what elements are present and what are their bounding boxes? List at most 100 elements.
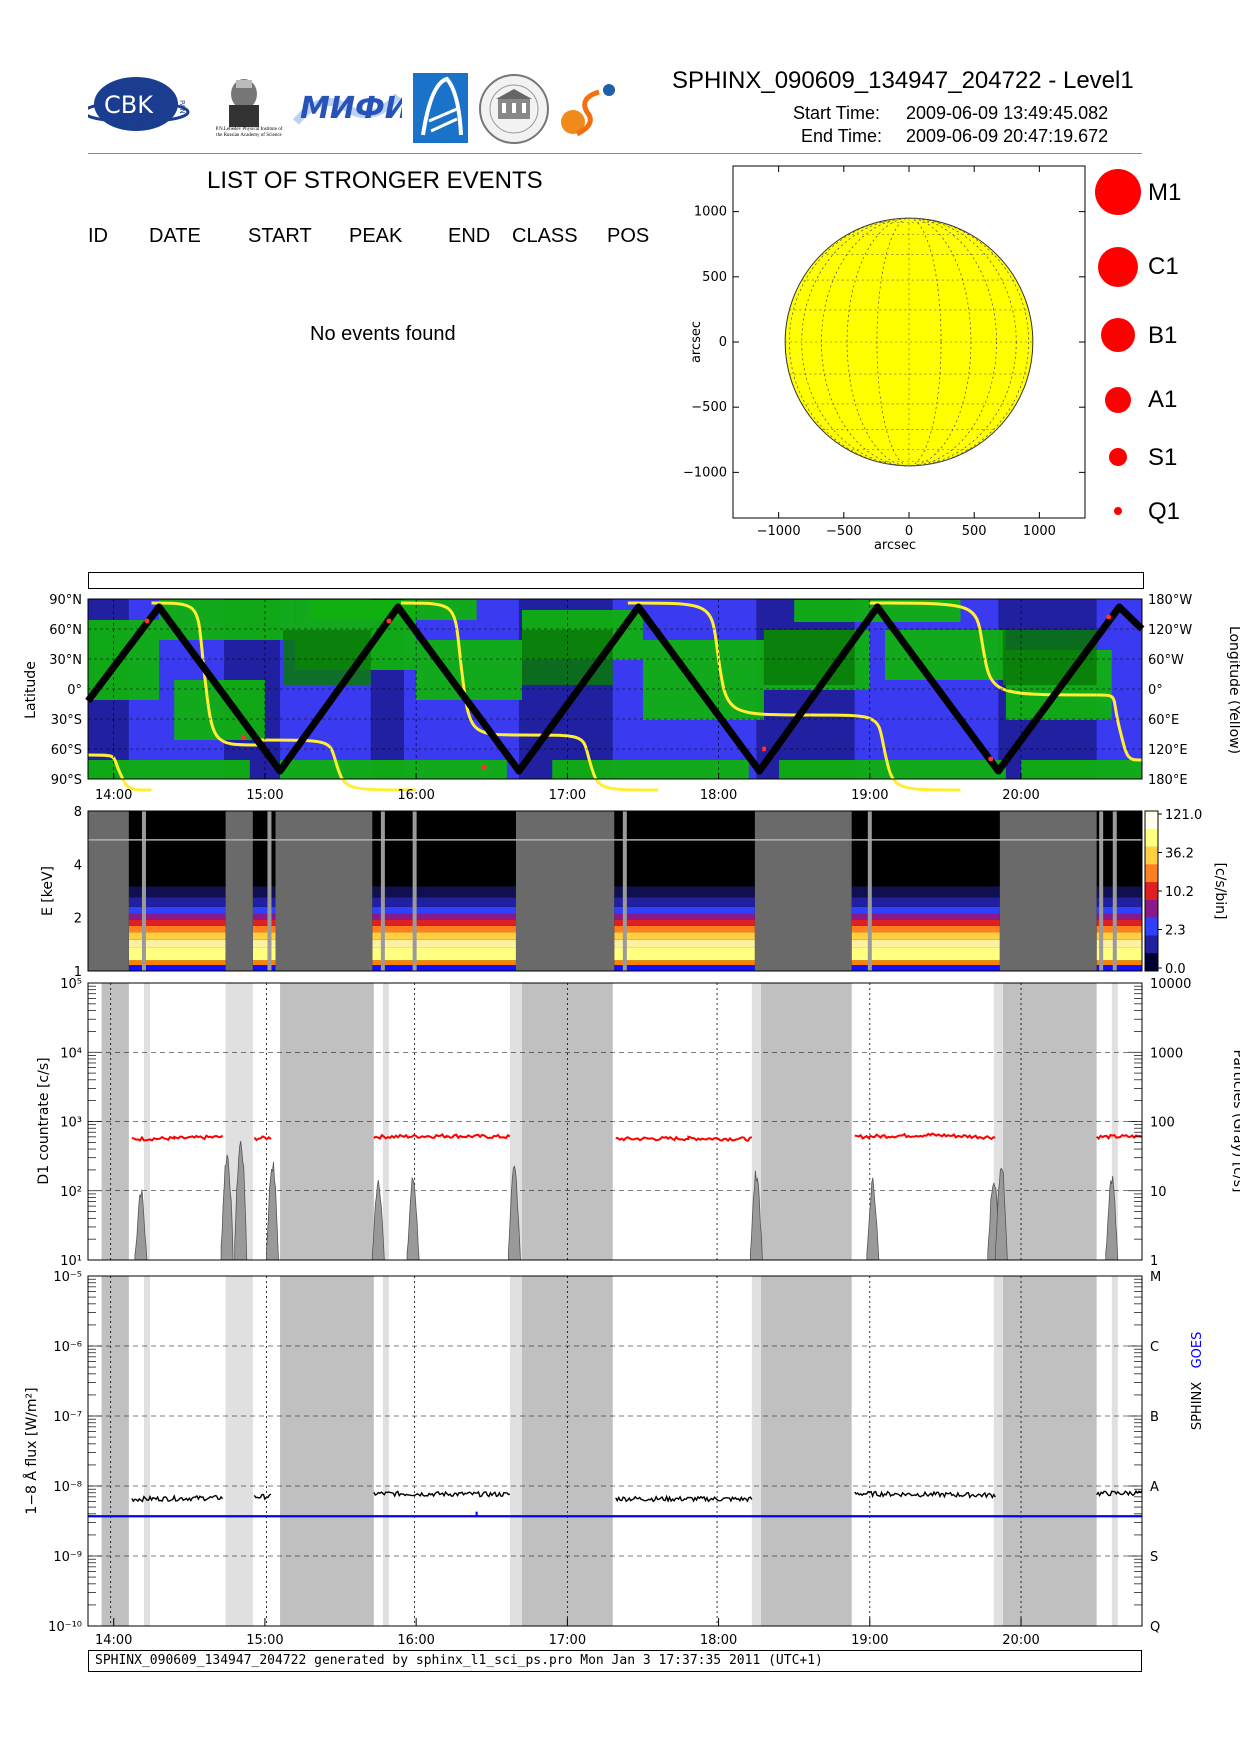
orbit-ytick-right-label: 60°E (1148, 713, 1179, 728)
footer-box: SPHINX_090609_134947_204722 generated by… (88, 1650, 1142, 1672)
flux-ytick-label: 10⁻¹⁰ (48, 1620, 82, 1635)
spectrogram-gap-line (267, 811, 272, 971)
colorbar-tick-label: 36.2 (1165, 847, 1194, 862)
flux-ytick-label: 10⁻⁵ (53, 1270, 82, 1285)
spectrogram-energy-band (851, 939, 1000, 948)
countrate-series (373, 1133, 511, 1140)
colorbar-segment (1145, 811, 1158, 830)
spectrogram-energy-band (372, 960, 516, 966)
spectrogram-energy-band (128, 965, 226, 971)
radiation-belt-dark (283, 630, 371, 685)
spectrogram-energy-band (1096, 919, 1142, 926)
flux-class-label: Q (1150, 1620, 1160, 1635)
spectrogram-energy-band (851, 932, 1000, 940)
spectrogram-energy-band (372, 897, 516, 907)
colorbar-segment (1145, 828, 1158, 848)
cbk-logo: CBK PAN (82, 72, 206, 132)
flux-xtick-label: 15:00 (246, 1633, 283, 1648)
sphinx-flux-series (854, 1490, 996, 1500)
spectrogram-energy-band (1096, 906, 1142, 914)
disk-longitude-line (876, 217, 942, 467)
spectrogram-energy-band (372, 925, 516, 933)
flux-class-label: A (1150, 1480, 1159, 1495)
orbit-xtick-label: 17:00 (549, 788, 586, 803)
legend-dot-a1 (1105, 387, 1131, 413)
particle-spike (1105, 1175, 1119, 1261)
countrate-ytick-label: 10¹ (60, 1254, 82, 1269)
spectrogram-frame (87, 810, 1143, 972)
colorbar-tick-label: 10.2 (1165, 885, 1194, 900)
spectrogram-energy-band (128, 939, 226, 948)
colorbar-tick-label: 2.3 (1165, 924, 1186, 939)
spectrogram-energy-band (614, 965, 755, 971)
colorbar-tick-label: 121.0 (1165, 808, 1202, 823)
orbit-ytick-label: 90°S (51, 773, 82, 788)
orbit-event-marker (386, 618, 392, 624)
spectrogram-energy-band (128, 897, 226, 907)
spectrogram-gap-line (867, 811, 872, 971)
spectrogram-energy-band (128, 960, 226, 966)
cbk-sub: PAN (178, 100, 186, 114)
countrate-ytick-label: 10⁵ (60, 977, 82, 992)
flux-xtick-label: 19:00 (851, 1633, 888, 1648)
spectrogram-energy-band (614, 897, 755, 907)
saa-shading (382, 1276, 389, 1626)
cbk-text: CBK (104, 91, 154, 119)
spectrogram-energy-band (372, 919, 516, 926)
spectrogram-energy-band (614, 886, 755, 898)
particle-spike (371, 1180, 385, 1261)
spectrogram-gap-line (141, 811, 146, 971)
disk-xtick-label: 0 (905, 524, 913, 539)
spectrogram-energy-band (851, 913, 1000, 920)
col-start: START (248, 225, 312, 247)
spectrogram-data-gap (515, 811, 615, 971)
colorbar-label: [c/s/bin] (1212, 863, 1228, 920)
spectrogram-ytick-label: 4 (74, 858, 82, 873)
disk-longitude-line (821, 217, 997, 467)
spectrogram-energy-band (372, 932, 516, 940)
disk-xlabel: arcsec (874, 538, 916, 553)
end-time-value: 2009-06-09 20:47:19.672 (906, 126, 1109, 146)
spectrogram-data-gap (999, 811, 1097, 971)
spectrogram-energy-band (372, 965, 516, 971)
countrate-series (253, 1135, 272, 1142)
orbit-xtick-label: 15:00 (246, 788, 283, 803)
colorbar-segment (1145, 864, 1158, 883)
orbit-xtick-label: 14:00 (95, 788, 132, 803)
col-end: END (448, 225, 491, 247)
flux-xtick-label: 16:00 (397, 1633, 434, 1648)
flux-frame (87, 1275, 1143, 1627)
timeseries-panels: 90°N 180°W 60°N 120°W 30°N 60°W 0° 0° 30°S 60°E 60… (23, 593, 1240, 1648)
no-events-message: No events found (310, 323, 456, 345)
spectrogram-energy-band (1096, 947, 1142, 961)
colorbar-segment (1145, 899, 1158, 919)
countrate-ylabel-right: Particles (Gray) [c/s] (1230, 1050, 1240, 1193)
longitude-track (1096, 693, 1143, 762)
saa-shading (225, 1276, 253, 1626)
spectrogram-energy-band (1096, 965, 1142, 971)
spectrogram-energy-band (614, 919, 755, 926)
seal-logo (478, 73, 550, 145)
events-title: LIST OF STRONGER EVENTS (207, 167, 543, 194)
countrate-ytick-right-label: 100 (1150, 1116, 1175, 1131)
disk-longitude-line (789, 217, 1029, 467)
particle-spike (508, 1165, 521, 1261)
saa-shading (101, 1276, 129, 1626)
spectrogram-energy-band (252, 960, 276, 966)
spectrogram-energy-band (614, 906, 755, 914)
end-time-label: End Time: (801, 126, 883, 146)
particle-spike (266, 1161, 279, 1261)
spectrogram-energy-band (614, 960, 755, 966)
header-rule (88, 153, 1142, 154)
disk-ytick-label: 1000 (694, 205, 727, 220)
spectrogram-energy-band (1096, 932, 1142, 940)
longitude-track (87, 753, 152, 792)
countrate-ylabel: D1 countrate [c/s] (36, 1057, 52, 1184)
spectrogram-energy-band (851, 947, 1000, 961)
spectrogram-ylabel: E [keV] (40, 866, 56, 916)
sphinx-flux-series (131, 1494, 224, 1503)
particle-spike (994, 1167, 1008, 1261)
spectrogram-gap-line (1099, 811, 1104, 971)
saa-shading (993, 1276, 1003, 1626)
spectrogram-gap-line (380, 811, 385, 971)
